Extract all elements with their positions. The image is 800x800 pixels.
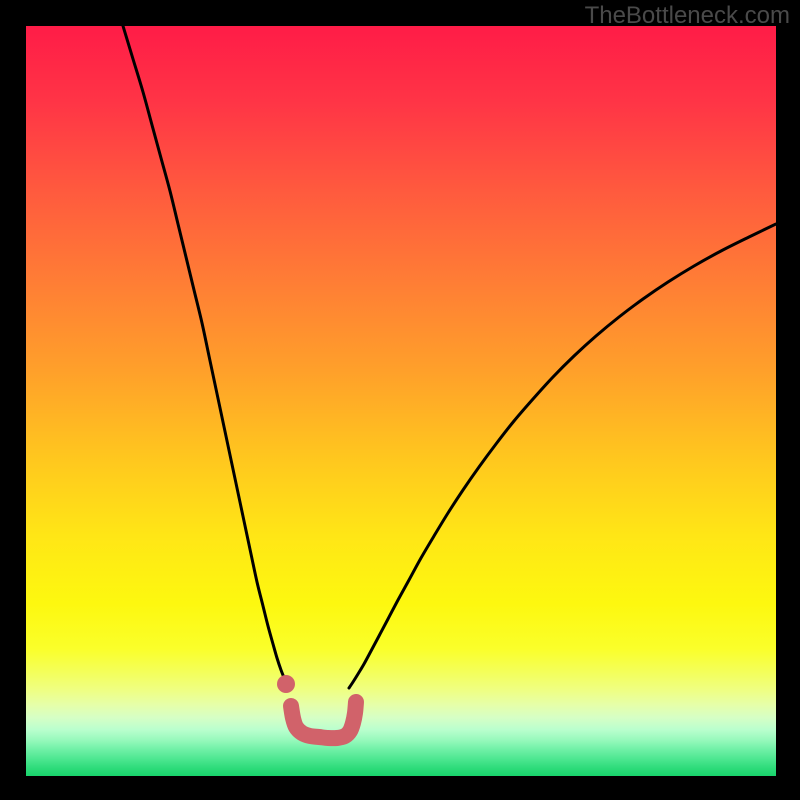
- curve-left: [123, 26, 288, 687]
- marker-bracket: [291, 702, 356, 738]
- marker-dot: [277, 675, 295, 693]
- chart-overlay: [26, 26, 776, 776]
- chart-stage: TheBottleneck.com: [0, 0, 800, 800]
- curve-right: [349, 224, 776, 688]
- plot-area: [26, 26, 776, 776]
- watermark-text: TheBottleneck.com: [585, 2, 790, 30]
